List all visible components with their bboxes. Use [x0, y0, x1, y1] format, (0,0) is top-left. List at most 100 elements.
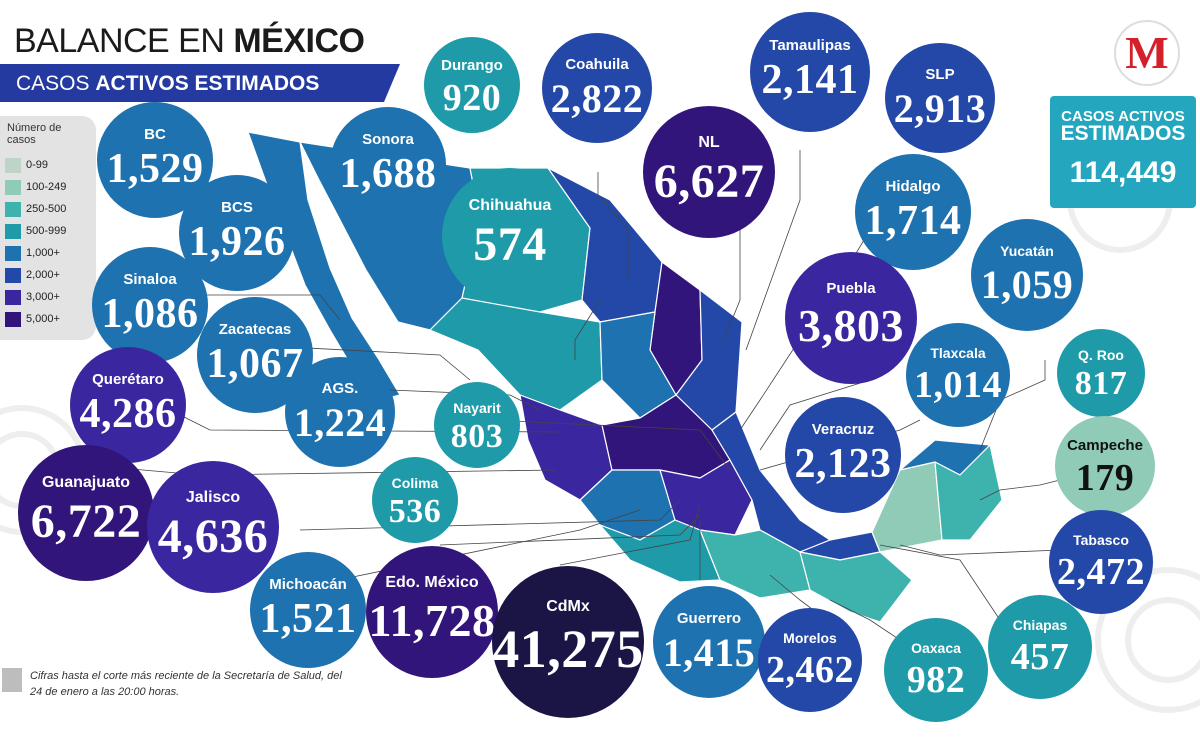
state-bubble: SLP 2,913 — [885, 43, 995, 153]
state-name: Sinaloa — [123, 271, 177, 289]
legend-swatch — [5, 201, 21, 217]
state-name: BC — [144, 126, 166, 144]
state-value: 1,224 — [293, 400, 387, 446]
legend-item: 0-99 — [5, 156, 48, 174]
logo-letter: M — [1125, 27, 1169, 78]
legend-label: 500-999 — [26, 225, 67, 237]
state-value: 536 — [388, 493, 442, 531]
state-bubble: Morelos 2,462 — [758, 608, 862, 712]
state-value: 457 — [1010, 635, 1070, 678]
state-name: Tamaulipas — [769, 37, 851, 55]
state-name: Sonora — [362, 131, 414, 149]
state-bubble: Michoacán 1,521 — [250, 552, 366, 668]
state-value: 1,067 — [206, 341, 304, 388]
legend-item: 100-249 — [5, 178, 66, 196]
state-name: Veracruz — [811, 421, 875, 439]
state-value: 1,688 — [339, 151, 437, 198]
legend-label: 0-99 — [26, 159, 49, 171]
state-value: 1,529 — [106, 146, 204, 193]
state-value: 920 — [442, 77, 502, 120]
legend-item: 2,000+ — [5, 266, 60, 284]
state-name: BCS — [221, 199, 253, 217]
state-bubble: Jalisco 4,636 — [147, 461, 279, 593]
state-bubble: Chiapas 457 — [988, 595, 1092, 699]
legend-swatch — [5, 179, 21, 195]
state-name: CdMx — [546, 597, 590, 615]
state-bubble: Coahuila 2,822 — [542, 33, 652, 143]
total-value: 114,449 — [1069, 156, 1177, 189]
state-bubble: Querétaro 4,286 — [70, 347, 186, 463]
state-value: 817 — [1074, 365, 1128, 403]
state-value: 4,636 — [157, 509, 269, 563]
total-active-cases-box: CASOS ACTIVOS ESTIMADOS 114,449 — [1050, 96, 1196, 208]
state-name: Chihuahua — [468, 196, 552, 214]
state-name: Tlaxcala — [930, 344, 986, 361]
state-bubble: AGS. 1,224 — [285, 357, 395, 467]
legend-title: Número de casos — [7, 122, 62, 146]
state-value: 3,803 — [798, 299, 904, 351]
legend-swatch — [5, 267, 21, 283]
state-bubble: CdMx 41,275 — [492, 566, 644, 718]
legend-label: 100-249 — [26, 181, 67, 193]
state-value: 2,822 — [550, 76, 644, 122]
state-value: 2,123 — [794, 441, 892, 488]
legend-swatch — [5, 245, 21, 261]
state-value: 179 — [1075, 457, 1135, 499]
state-bubble: Campeche 179 — [1055, 416, 1155, 516]
state-bubble: Tlaxcala 1,014 — [906, 323, 1010, 427]
legend-swatch — [5, 223, 21, 239]
legend-item: 250-500 — [5, 200, 66, 218]
state-value: 1,059 — [980, 261, 1074, 307]
state-bubble: Guanajuato 6,722 — [18, 445, 154, 581]
page-title: BALANCE EN MÉXICO — [14, 22, 365, 60]
state-name: Michoacán — [269, 576, 347, 594]
legend-item: 1,000+ — [5, 244, 60, 262]
subtitle-bar — [0, 64, 400, 102]
legend-item: 5,000+ — [5, 310, 60, 328]
state-name: Oaxaca — [911, 639, 961, 656]
legend-swatch — [5, 311, 21, 327]
state-bubble: Tabasco 2,472 — [1049, 510, 1153, 614]
state-bubble: Tamaulipas 2,141 — [750, 12, 870, 132]
map-quintana-roo — [934, 444, 1003, 541]
state-bubble: Sonora 1,688 — [330, 107, 446, 223]
state-value: 11,728 — [368, 594, 496, 646]
state-value: 982 — [906, 658, 966, 701]
footnote: Cifras hasta el corte más reciente de la… — [30, 670, 342, 698]
state-bubble: Puebla 3,803 — [785, 252, 917, 384]
state-value: 6,627 — [653, 154, 765, 208]
total-label-line1: CASOS ACTIVOS — [1061, 108, 1185, 125]
state-bubble: BCS 1,926 — [179, 175, 295, 291]
state-bubble: Yucatán 1,059 — [971, 219, 1083, 331]
state-name: Durango — [441, 57, 503, 75]
legend-label: 250-500 — [26, 203, 67, 215]
state-name: Querétaro — [92, 371, 164, 389]
state-value: 1,086 — [101, 291, 199, 338]
state-bubble: Q. Roo 817 — [1057, 329, 1145, 417]
state-value: 2,472 — [1057, 550, 1145, 593]
state-name: Hidalgo — [885, 178, 941, 196]
map-chiapas — [799, 551, 913, 623]
state-bubble: Nayarit 803 — [434, 382, 520, 468]
state-value: 1,926 — [188, 219, 286, 266]
state-value: 1,415 — [662, 629, 756, 675]
state-value: 1,521 — [259, 596, 357, 643]
milenio-logo: M — [1114, 20, 1180, 86]
state-name: Guanajuato — [41, 473, 130, 491]
state-value: 803 — [450, 418, 504, 456]
state-name: SLP — [925, 66, 955, 84]
state-name: Puebla — [826, 279, 876, 297]
state-name: NL — [698, 133, 720, 151]
state-name: Guerrero — [676, 609, 742, 627]
state-value: 41,275 — [492, 618, 644, 679]
state-value: 2,141 — [761, 57, 859, 104]
state-name: Morelos — [783, 629, 837, 646]
state-value: 2,462 — [766, 648, 854, 691]
state-value: 6,722 — [30, 494, 142, 548]
state-bubble: Hidalgo 1,714 — [855, 154, 971, 270]
state-name: Q. Roo — [1078, 347, 1124, 364]
state-name: Coahuila — [565, 56, 629, 74]
state-bubble: Colima 536 — [372, 457, 458, 543]
state-name: Nayarit — [453, 400, 501, 417]
